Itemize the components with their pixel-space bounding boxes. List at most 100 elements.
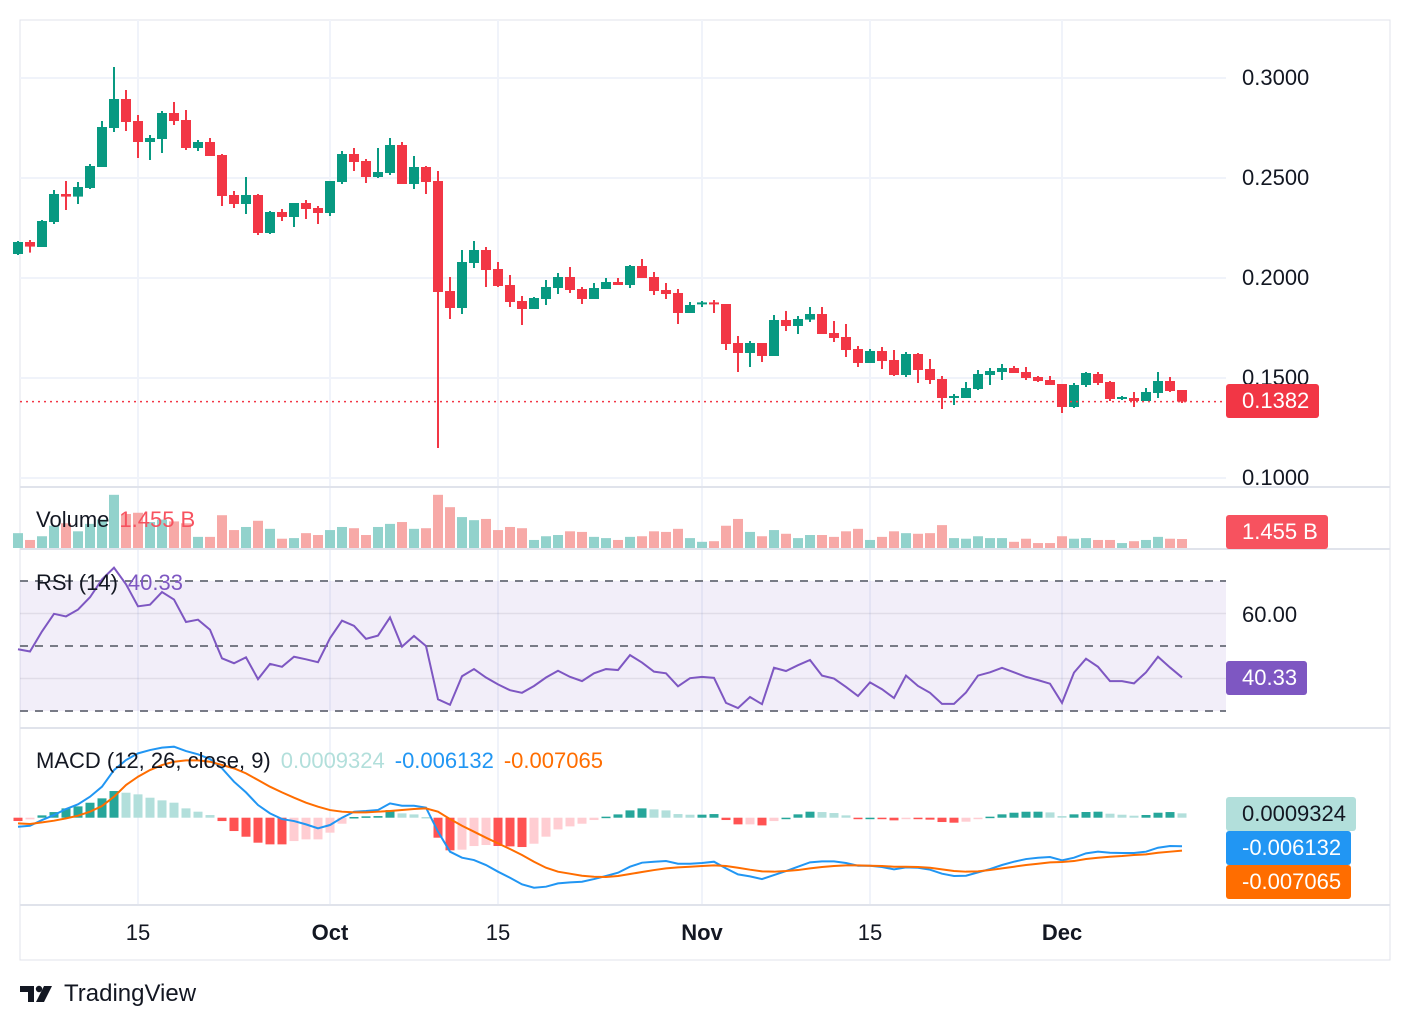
macd-histogram-bar: [793, 814, 803, 818]
candle: [205, 138, 215, 156]
candle-body: [1081, 373, 1091, 385]
rsi-legend[interactable]: RSI (14) 40.33: [36, 570, 193, 596]
volume-bar: [493, 530, 503, 548]
candle-body: [481, 250, 491, 270]
volume-pane[interactable]: [13, 494, 1187, 548]
tradingview-logo[interactable]: TradingView: [20, 980, 196, 1008]
volume-bar: [121, 513, 131, 548]
volume-bar: [397, 522, 407, 548]
candle-body: [169, 113, 179, 121]
candle-body: [721, 304, 731, 344]
price-axis-tick: 0.3000: [1242, 65, 1310, 90]
candle: [589, 283, 599, 299]
candle: [349, 148, 359, 171]
candle-body: [337, 154, 347, 182]
volume-bar: [865, 539, 875, 548]
macd-legend[interactable]: MACD (12, 26, close, 9) 0.0009324 -0.00613…: [36, 748, 613, 774]
volume-bar: [781, 533, 791, 548]
candle-body: [265, 212, 275, 233]
time-axis-tick: Nov: [681, 920, 723, 945]
volume-bar: [877, 536, 887, 548]
macd-hist-tag: 0.0009324: [1226, 797, 1356, 831]
macd-histogram-bar: [853, 817, 863, 820]
candle: [493, 262, 503, 287]
candle-body: [397, 145, 407, 184]
candle: [625, 265, 635, 288]
candle: [913, 353, 923, 383]
macd-histogram-bar: [877, 817, 887, 820]
volume-legend[interactable]: Volume 1.455 B: [36, 507, 205, 533]
candle-body: [625, 266, 635, 285]
candle-body: [145, 138, 155, 142]
volume-bar: [253, 520, 263, 548]
candle: [793, 316, 803, 334]
macd-histogram-bar: [685, 814, 695, 818]
candle-body: [85, 166, 95, 188]
macd-histogram-bar: [217, 817, 227, 822]
chart-frame: [19, 19, 1391, 961]
candle-body: [181, 120, 191, 148]
volume-bar: [925, 533, 935, 548]
candle: [97, 121, 107, 167]
macd-histogram-bar: [805, 811, 815, 818]
macd-legend-signal: -0.007065: [503, 748, 603, 773]
candle: [277, 209, 287, 221]
candle: [373, 148, 383, 178]
volume-bar: [937, 525, 947, 548]
volume-bar: [565, 531, 575, 548]
candle-body: [853, 349, 863, 363]
candle: [817, 307, 827, 334]
candle: [781, 311, 791, 331]
volume-bar: [613, 539, 623, 548]
macd-histogram-bar: [745, 817, 755, 825]
macd-histogram-bar: [13, 817, 23, 822]
volume-bar: [829, 536, 839, 548]
candle: [1141, 388, 1151, 401]
macd-histogram-bar: [445, 817, 455, 851]
candle: [673, 289, 683, 324]
volume-bar: [277, 538, 287, 548]
candle: [877, 347, 887, 369]
candle: [1177, 390, 1187, 403]
volume-bar: [889, 531, 899, 548]
volume-bar: [553, 535, 563, 548]
pane-dividers: [20, 486, 1390, 906]
price-axis-tick: 0.2500: [1242, 165, 1310, 190]
candle-body: [877, 351, 887, 361]
macd-histogram-bar: [457, 817, 467, 850]
candle-body: [469, 250, 479, 263]
volume-bar: [145, 522, 155, 548]
candle: [409, 156, 419, 189]
candle: [121, 90, 131, 131]
volume-bar: [373, 526, 383, 548]
candle: [37, 220, 47, 247]
macd-histogram-bar: [1009, 812, 1019, 818]
candle-body: [841, 337, 851, 350]
candle: [577, 287, 587, 304]
volume-bar: [1093, 539, 1103, 548]
volume-bar: [337, 526, 347, 548]
candle: [421, 166, 431, 194]
candle: [217, 154, 227, 206]
macd-histogram-bar: [397, 813, 407, 818]
volume-bar: [625, 536, 635, 548]
macd-pane[interactable]: [13, 745, 1187, 889]
candle: [1129, 392, 1139, 407]
candle: [1069, 383, 1079, 408]
price-pane[interactable]: [13, 67, 1226, 448]
rsi-pane[interactable]: [17, 566, 1226, 712]
candle-body: [685, 305, 695, 313]
volume-bar: [517, 528, 527, 548]
candle: [697, 301, 707, 307]
macd-histogram-bar: [493, 817, 503, 846]
candle-body: [673, 293, 683, 313]
candle-body: [409, 167, 419, 184]
volume-tag: 1.455 B: [1226, 515, 1328, 549]
macd-histogram-bar: [721, 817, 731, 821]
candle-body: [1057, 384, 1067, 407]
volume-bar: [85, 523, 95, 548]
candle: [865, 349, 875, 363]
candle-body: [325, 181, 335, 213]
candle-body: [541, 287, 551, 299]
